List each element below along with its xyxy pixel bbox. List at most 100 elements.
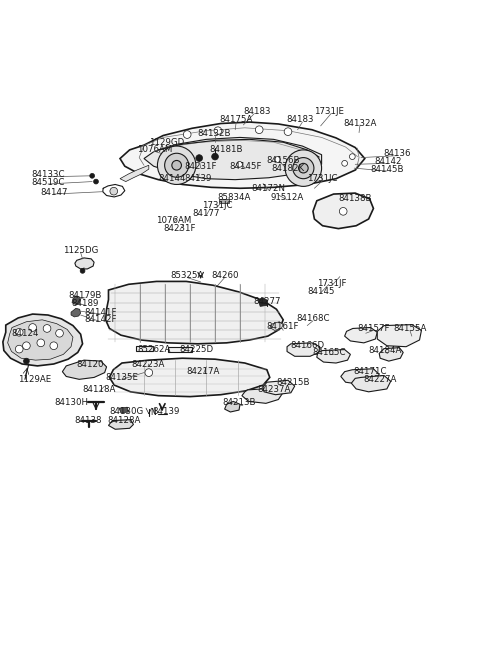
Text: 84155A: 84155A	[393, 324, 427, 333]
Circle shape	[94, 179, 98, 184]
Polygon shape	[109, 358, 270, 397]
Text: 84141F: 84141F	[84, 308, 117, 316]
Polygon shape	[168, 346, 192, 352]
Polygon shape	[75, 258, 94, 269]
Circle shape	[196, 155, 203, 161]
Text: 84161F: 84161F	[266, 322, 299, 331]
Circle shape	[284, 128, 292, 136]
Polygon shape	[219, 199, 229, 202]
Text: 84231F: 84231F	[184, 162, 217, 171]
Circle shape	[342, 160, 348, 166]
Circle shape	[172, 160, 181, 170]
Circle shape	[214, 127, 222, 134]
Text: 1731JC: 1731JC	[307, 174, 338, 183]
Polygon shape	[263, 381, 295, 395]
Text: 84124: 84124	[11, 329, 39, 338]
Circle shape	[80, 269, 85, 273]
Text: 84147: 84147	[40, 187, 68, 196]
Circle shape	[29, 324, 36, 331]
Text: 85262A: 85262A	[138, 345, 171, 354]
Circle shape	[37, 339, 45, 346]
Text: 84168C: 84168C	[296, 314, 330, 324]
Text: 84177: 84177	[192, 209, 220, 217]
Text: 84179B: 84179B	[69, 291, 102, 301]
Polygon shape	[62, 360, 107, 379]
Text: 84183: 84183	[287, 115, 314, 124]
Circle shape	[285, 150, 322, 187]
Polygon shape	[120, 122, 365, 188]
Polygon shape	[242, 388, 282, 403]
Circle shape	[165, 153, 189, 178]
Text: 1731JF: 1731JF	[317, 279, 347, 288]
Circle shape	[339, 208, 347, 215]
Polygon shape	[287, 343, 320, 356]
Polygon shape	[144, 138, 322, 179]
Circle shape	[15, 328, 23, 336]
Polygon shape	[225, 402, 240, 412]
Text: 84183: 84183	[243, 107, 271, 115]
Circle shape	[43, 325, 51, 332]
Text: 84132A: 84132A	[343, 119, 377, 128]
Text: 1076AM: 1076AM	[137, 145, 172, 154]
Text: 84130H: 84130H	[54, 398, 88, 407]
Text: 84145B: 84145B	[370, 164, 404, 174]
Polygon shape	[119, 407, 129, 413]
Circle shape	[15, 345, 23, 353]
Circle shape	[183, 131, 191, 138]
Text: 84217A: 84217A	[187, 367, 220, 376]
Circle shape	[90, 174, 95, 178]
Polygon shape	[129, 366, 162, 377]
Polygon shape	[313, 193, 373, 229]
Text: 84144: 84144	[158, 174, 186, 183]
Polygon shape	[258, 298, 268, 307]
Text: 84136: 84136	[384, 149, 411, 159]
Text: 84132B: 84132B	[198, 128, 231, 138]
Circle shape	[145, 369, 153, 377]
Text: 84139: 84139	[184, 174, 212, 183]
Text: 91512A: 91512A	[270, 193, 304, 202]
Text: 84237A: 84237A	[257, 385, 290, 394]
Text: 1731JE: 1731JE	[314, 107, 344, 115]
Circle shape	[157, 146, 196, 185]
Text: 85325A: 85325A	[170, 271, 204, 280]
Circle shape	[110, 187, 118, 195]
Circle shape	[349, 154, 355, 160]
Polygon shape	[351, 375, 391, 392]
Circle shape	[212, 153, 218, 160]
Text: 84223A: 84223A	[131, 360, 165, 369]
Text: 84171C: 84171C	[354, 367, 387, 376]
Text: 84142F: 84142F	[84, 315, 117, 324]
Text: 84133C: 84133C	[31, 170, 65, 179]
Text: 84118A: 84118A	[82, 385, 116, 394]
Polygon shape	[345, 328, 377, 343]
Text: 1129GD: 1129GD	[149, 138, 185, 147]
Text: 84184A: 84184A	[368, 346, 402, 355]
Polygon shape	[120, 165, 149, 181]
Circle shape	[56, 329, 63, 337]
Polygon shape	[8, 320, 73, 360]
Polygon shape	[108, 420, 133, 429]
Text: 84120: 84120	[76, 360, 104, 369]
Polygon shape	[270, 322, 283, 330]
Circle shape	[275, 157, 280, 162]
Text: 84277: 84277	[253, 297, 281, 306]
Text: 85834A: 85834A	[217, 193, 251, 202]
Text: 84231F: 84231F	[163, 224, 196, 233]
Text: 84225D: 84225D	[180, 345, 214, 354]
Text: 84138: 84138	[74, 416, 102, 425]
Text: 84156B: 84156B	[266, 156, 300, 165]
Polygon shape	[377, 325, 421, 346]
Text: 84157F: 84157F	[357, 324, 390, 333]
Text: 84213B: 84213B	[222, 398, 256, 407]
Text: 84145: 84145	[307, 286, 335, 295]
Polygon shape	[136, 346, 153, 350]
Circle shape	[24, 358, 29, 364]
Text: 84260: 84260	[211, 271, 239, 280]
Text: 84182K: 84182K	[271, 164, 305, 173]
Text: 1125DG: 1125DG	[63, 246, 98, 255]
Text: 84165C: 84165C	[312, 348, 346, 357]
Text: 84130G: 84130G	[109, 407, 144, 415]
Circle shape	[23, 342, 30, 350]
Text: 84135E: 84135E	[106, 373, 138, 382]
Polygon shape	[3, 314, 83, 366]
